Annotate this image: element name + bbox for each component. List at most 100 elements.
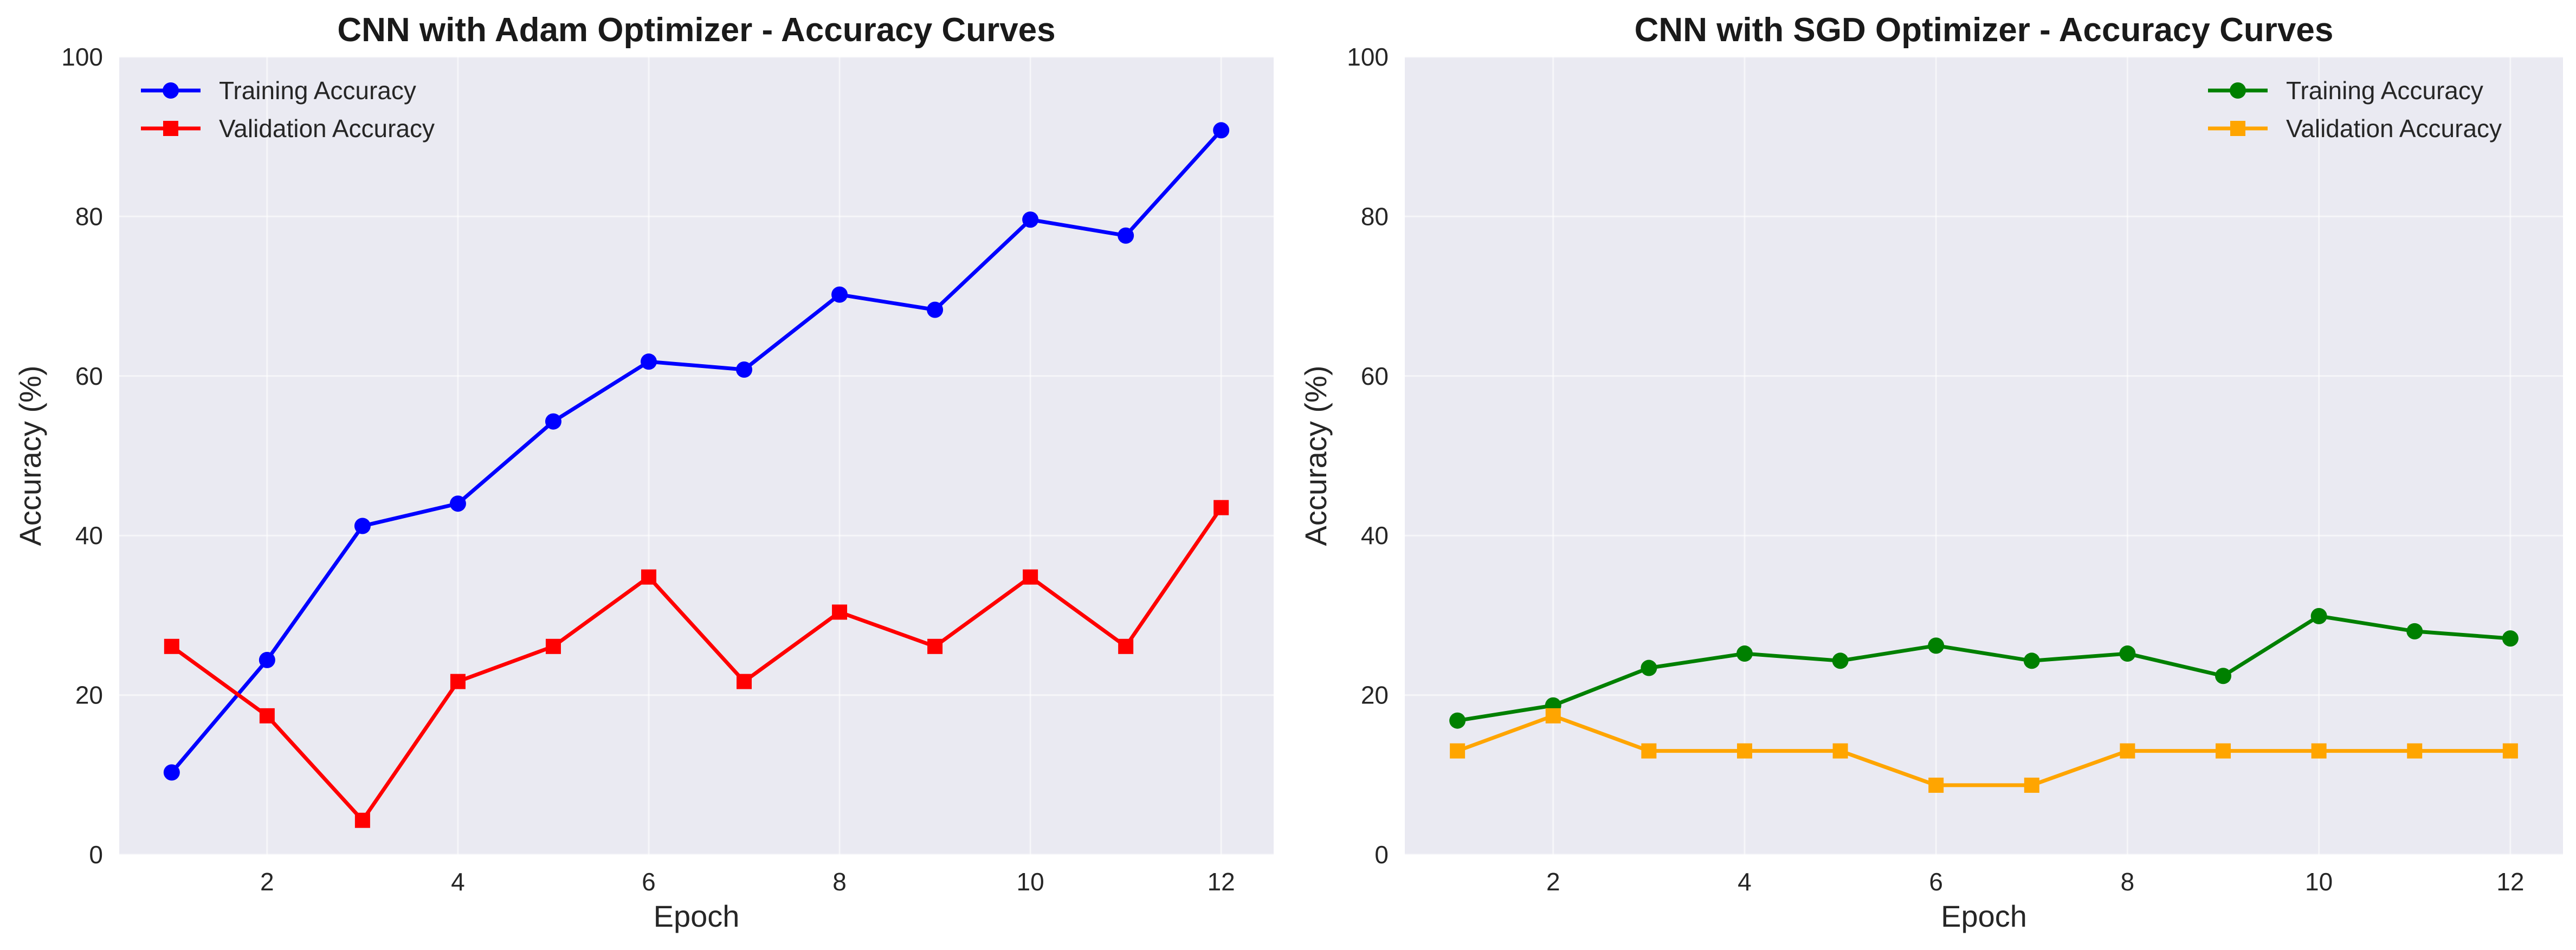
y-tick-label: 40: [1361, 521, 1389, 550]
data-point: [1832, 743, 1848, 759]
legend-label: Training Accuracy: [2286, 76, 2483, 105]
data-point: [1023, 569, 1038, 585]
y-tick-label: 60: [75, 362, 103, 390]
data-point: [831, 286, 848, 303]
x-tick-label: 2: [260, 868, 274, 896]
data-point: [927, 638, 943, 654]
data-point: [736, 361, 753, 378]
chart-title: CNN with SGD Optimizer - Accuracy Curves: [1635, 11, 2334, 49]
y-tick-label: 100: [61, 43, 103, 71]
data-point: [2311, 743, 2327, 759]
legend-marker: [163, 121, 178, 136]
chart-panel-2: 0 20 40 60 80 100 2 4 6 8 10 12 CNN with SGD Optimiz…: [1299, 11, 2563, 933]
data-point: [1832, 652, 1849, 669]
chart-panel-1: 0 20 40 60 80 100 2 4 6 8 10 12 CNN with Adam Optimi…: [13, 11, 1274, 933]
data-point: [450, 674, 466, 689]
series-line: [1457, 614, 2511, 723]
data-point: [641, 569, 656, 585]
y-tick-label: 40: [75, 521, 103, 550]
series-2: [164, 500, 1229, 828]
data-point: [832, 604, 848, 620]
y-axis-label: Accuracy (%): [1299, 366, 1333, 546]
data-point: [2216, 743, 2231, 759]
data-point: [1450, 743, 1465, 759]
data-point: [2120, 743, 2135, 759]
x-tick-label: 10: [1017, 868, 1044, 896]
y-tick-label: 20: [1361, 681, 1389, 709]
plot-area: [1405, 57, 2563, 855]
data-point: [1736, 645, 1753, 662]
data-point: [449, 495, 466, 512]
y-tick-label: 60: [1361, 362, 1389, 390]
y-tick-label: 80: [75, 202, 103, 230]
data-point: [1118, 227, 1134, 244]
data-point: [1449, 712, 1466, 729]
legend-label: Validation Accuracy: [2286, 114, 2502, 143]
x-tick-label: 8: [2121, 868, 2135, 896]
legend: Training Accuracy Validation Accuracy: [141, 76, 435, 143]
data-point: [1928, 637, 1945, 654]
data-point: [2023, 652, 2040, 669]
data-point: [1545, 708, 1561, 723]
legend-marker: [163, 82, 179, 99]
series-1: [1449, 608, 2519, 729]
x-axis-label: Epoch: [654, 899, 740, 933]
data-point: [737, 674, 752, 689]
data-point: [164, 638, 179, 654]
data-point: [2407, 743, 2423, 759]
x-tick-label: 12: [2496, 868, 2524, 896]
y-tick-label: 0: [1374, 841, 1389, 869]
x-tick-label: 6: [642, 868, 656, 896]
x-axis-label: Epoch: [1941, 899, 2027, 933]
y-tick-label: 80: [1361, 202, 1389, 230]
data-point: [1022, 211, 1039, 228]
x-tick-label: 12: [1208, 868, 1235, 896]
data-point: [545, 638, 561, 654]
data-point: [259, 708, 275, 723]
legend: Training Accuracy Validation Accuracy: [2208, 76, 2502, 143]
x-tick-label: 8: [832, 868, 847, 896]
series-2: [1450, 708, 2518, 793]
legend-marker: [2230, 82, 2246, 99]
x-tick-label: 10: [2305, 868, 2333, 896]
x-tick-label: 6: [1929, 868, 1943, 896]
series-line: [170, 129, 1223, 774]
data-point: [927, 301, 944, 318]
data-point: [2406, 623, 2423, 639]
x-tick-label: 2: [1546, 868, 1560, 896]
data-point: [545, 413, 561, 430]
data-point: [640, 353, 657, 370]
y-tick-label: 0: [89, 841, 103, 869]
data-point: [2310, 608, 2327, 624]
legend-label: Training Accuracy: [219, 76, 416, 105]
plot-area: [119, 57, 1274, 855]
data-point: [1118, 638, 1134, 654]
data-point: [163, 764, 180, 781]
chart-title: CNN with Adam Optimizer - Accuracy Curve…: [337, 11, 1055, 49]
data-point: [2119, 645, 2136, 662]
data-point: [2502, 630, 2519, 647]
data-point: [354, 812, 370, 828]
data-point: [354, 518, 371, 534]
data-point: [2215, 668, 2232, 684]
series-line: [1456, 714, 2510, 787]
legend-marker: [2230, 121, 2245, 136]
y-tick-label: 20: [75, 681, 103, 709]
data-point: [2502, 743, 2518, 759]
data-point: [259, 651, 275, 668]
data-point: [1213, 122, 1230, 139]
x-tick-label: 4: [451, 868, 465, 896]
series-line: [170, 506, 1223, 823]
data-point: [1641, 743, 1657, 759]
data-point: [1736, 743, 1752, 759]
data-point: [1213, 500, 1229, 515]
data-point: [2024, 777, 2039, 793]
data-point: [1928, 777, 1944, 793]
legend-label: Validation Accuracy: [219, 114, 435, 143]
y-axis-label: Accuracy (%): [13, 366, 47, 546]
y-tick-label: 100: [1347, 43, 1389, 71]
series-1: [163, 122, 1230, 781]
data-point: [1641, 660, 1657, 676]
x-tick-label: 4: [1738, 868, 1752, 896]
